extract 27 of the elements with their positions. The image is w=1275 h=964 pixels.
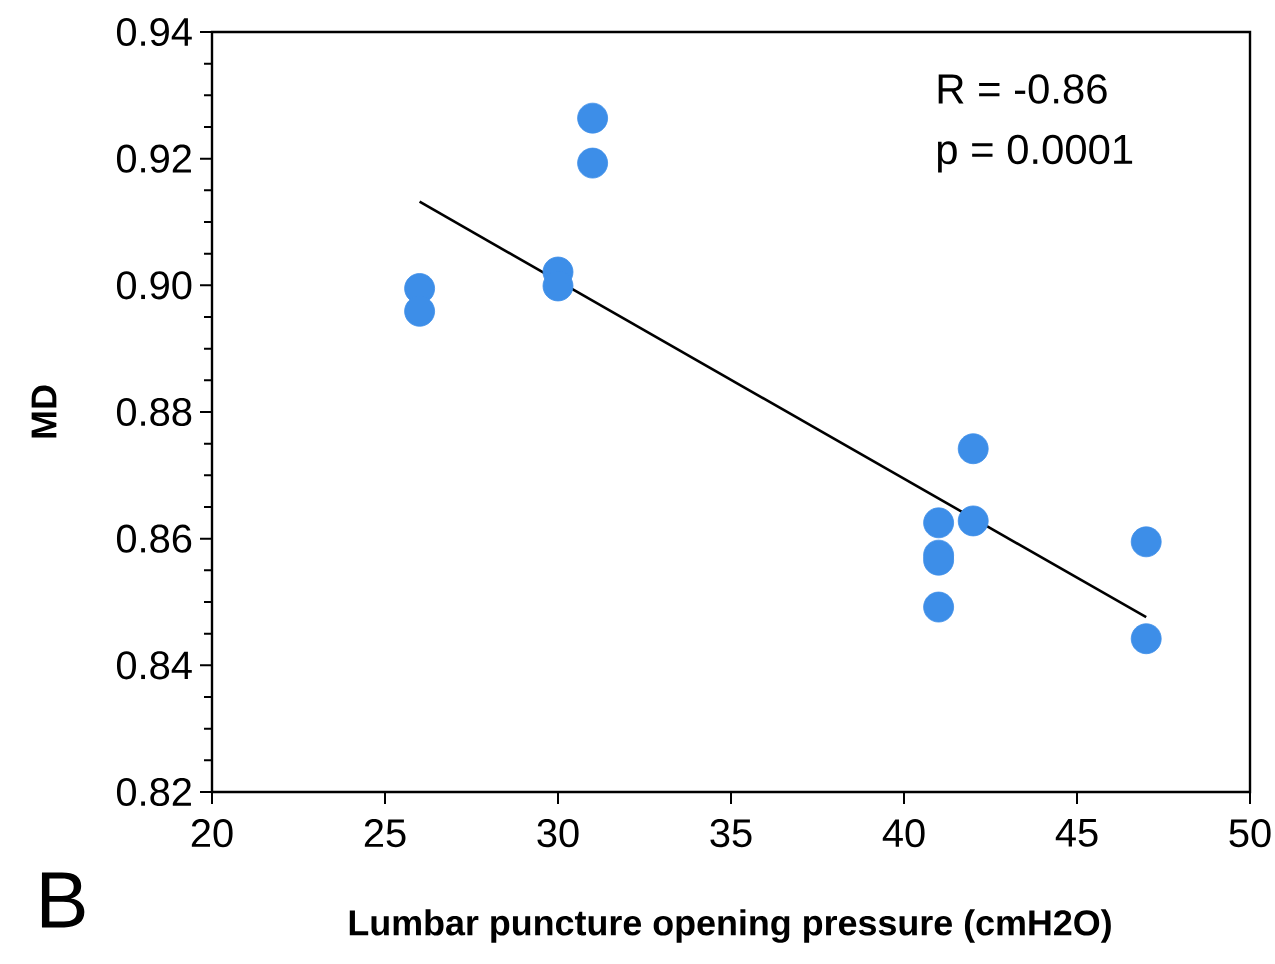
x-tick-label: 45 — [1055, 819, 1098, 847]
text: B — [41, 872, 85, 928]
point — [1130, 623, 1162, 655]
y-tick-label: 0.90 — [116, 271, 192, 300]
point — [577, 147, 609, 179]
x-axis-title: Lumbar puncture opening pressure (cmH2O) — [349, 909, 1111, 943]
x-tick-label: 20 — [191, 819, 233, 848]
y-tick-label: 0.84 — [116, 651, 192, 680]
point — [957, 505, 989, 537]
y-tick-label: 0.82 — [116, 777, 191, 807]
x-tick-label: 40 — [882, 819, 925, 848]
annotation: p = 0.0001 — [937, 134, 1133, 173]
point — [1130, 526, 1162, 558]
x-tick-label: 50 — [1229, 819, 1271, 848]
y-tick-label: 0.88 — [116, 397, 192, 427]
x-tick-label: 25 — [364, 819, 406, 848]
annotation: R = -0.86 — [938, 74, 1107, 104]
y-tick-label: 0.86 — [116, 524, 192, 553]
point — [577, 102, 609, 134]
point — [923, 591, 955, 623]
y-tick-label: 0.92 — [116, 144, 191, 173]
y-tick-label: 0.94 — [116, 17, 192, 47]
y-axis-title: MD — [31, 385, 57, 438]
point — [957, 433, 989, 465]
x-tick-label: 30 — [537, 819, 579, 848]
x-tick-label: 35 — [710, 819, 752, 848]
point — [923, 507, 955, 539]
